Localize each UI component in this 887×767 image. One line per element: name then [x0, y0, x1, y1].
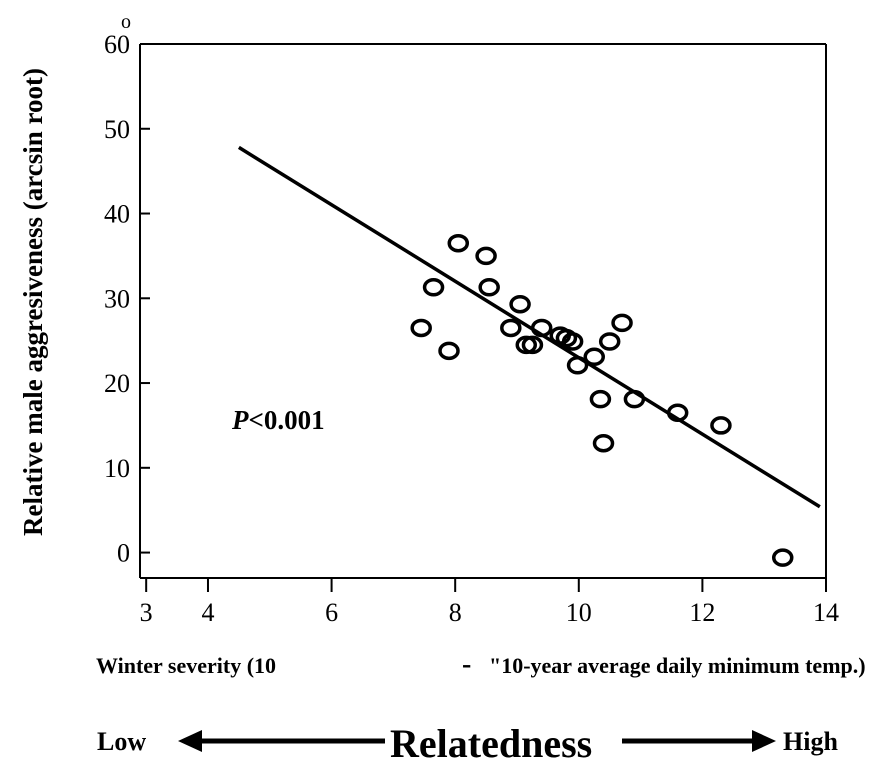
data-point: [447, 233, 470, 253]
p-value-italic: P: [231, 405, 249, 435]
data-point: [438, 341, 460, 361]
data-point: [710, 416, 732, 435]
data-point: [623, 389, 646, 409]
y-axis-label: Relative male aggresiveness (arcsin root…: [18, 68, 48, 536]
data-point: [771, 548, 794, 567]
y-tick-label: 30: [104, 284, 130, 313]
p-value-rest: <0.001: [249, 405, 325, 435]
data-point: [598, 332, 621, 351]
x-axis-label-left: Winter severity (10: [96, 653, 276, 678]
y-tick-label: 60: [104, 30, 130, 59]
data-point: [500, 318, 522, 338]
data-point: [475, 246, 497, 266]
relatedness-high: High: [783, 727, 838, 756]
y-tick-label: 40: [104, 200, 130, 229]
p-value-annotation: P<0.001: [231, 405, 325, 435]
x-tick-label: 4: [201, 598, 214, 627]
x-axis-label-right: "10-year average daily minimum temp.): [489, 653, 866, 678]
data-points: [410, 233, 794, 567]
x-tick-label: 3: [140, 598, 153, 627]
x-ticks: 3 4 6 8 10 12 14: [140, 578, 839, 627]
data-point: [566, 355, 589, 375]
trendline: [237, 145, 821, 509]
y-tick-label: 0: [117, 539, 130, 568]
y-tick-label: 20: [104, 369, 130, 398]
x-axis-label-dash: -: [462, 649, 471, 680]
data-point: [521, 335, 544, 355]
data-point: [478, 278, 500, 297]
data-point: [410, 318, 432, 338]
x-tick-label: 14: [813, 598, 839, 627]
data-point: [422, 278, 445, 297]
x-tick-label: 6: [325, 598, 338, 627]
right-arrow: [622, 730, 776, 752]
degree-mark: o: [121, 11, 131, 33]
left-arrow: [178, 730, 385, 752]
y-tick-label: 10: [104, 454, 130, 483]
x-tick-label: 8: [449, 598, 462, 627]
data-point: [589, 389, 612, 409]
relatedness-label: Relatedness: [390, 721, 592, 766]
x-tick-label: 12: [689, 598, 715, 627]
data-point: [611, 313, 633, 333]
y-ticks: 0 10 20 30 40 50 60: [104, 30, 150, 568]
data-point: [583, 347, 605, 367]
data-point: [592, 433, 615, 453]
x-tick-label: 10: [566, 598, 592, 627]
relatedness-low: Low: [97, 727, 146, 756]
data-point: [666, 403, 689, 422]
data-point: [509, 294, 531, 314]
data-point: [561, 332, 584, 351]
y-tick-label: 50: [104, 115, 130, 144]
data-point: [530, 318, 553, 338]
